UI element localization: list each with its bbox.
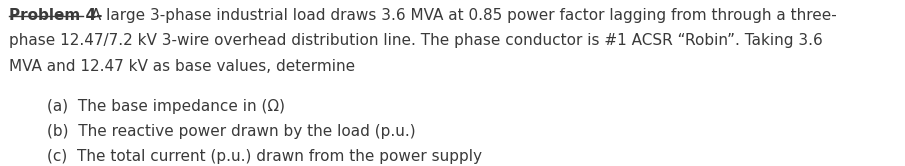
Text: MVA and 12.47 kV as base values, determine: MVA and 12.47 kV as base values, determi… xyxy=(9,59,356,74)
Text: Problem 4-: Problem 4- xyxy=(9,8,103,23)
Text: (c)  The total current (p.u.) drawn from the power supply: (c) The total current (p.u.) drawn from … xyxy=(47,149,481,164)
Text: (b)  The reactive power drawn by the load (p.u.): (b) The reactive power drawn by the load… xyxy=(47,124,415,139)
Text: A large 3-phase industrial load draws 3.6 MVA at 0.85 power factor lagging from : A large 3-phase industrial load draws 3.… xyxy=(86,8,836,23)
Text: (a)  The base impedance in (Ω): (a) The base impedance in (Ω) xyxy=(47,99,285,114)
Text: phase 12.47/7.2 kV 3-wire overhead distribution line. The phase conductor is #1 : phase 12.47/7.2 kV 3-wire overhead distr… xyxy=(9,34,823,48)
